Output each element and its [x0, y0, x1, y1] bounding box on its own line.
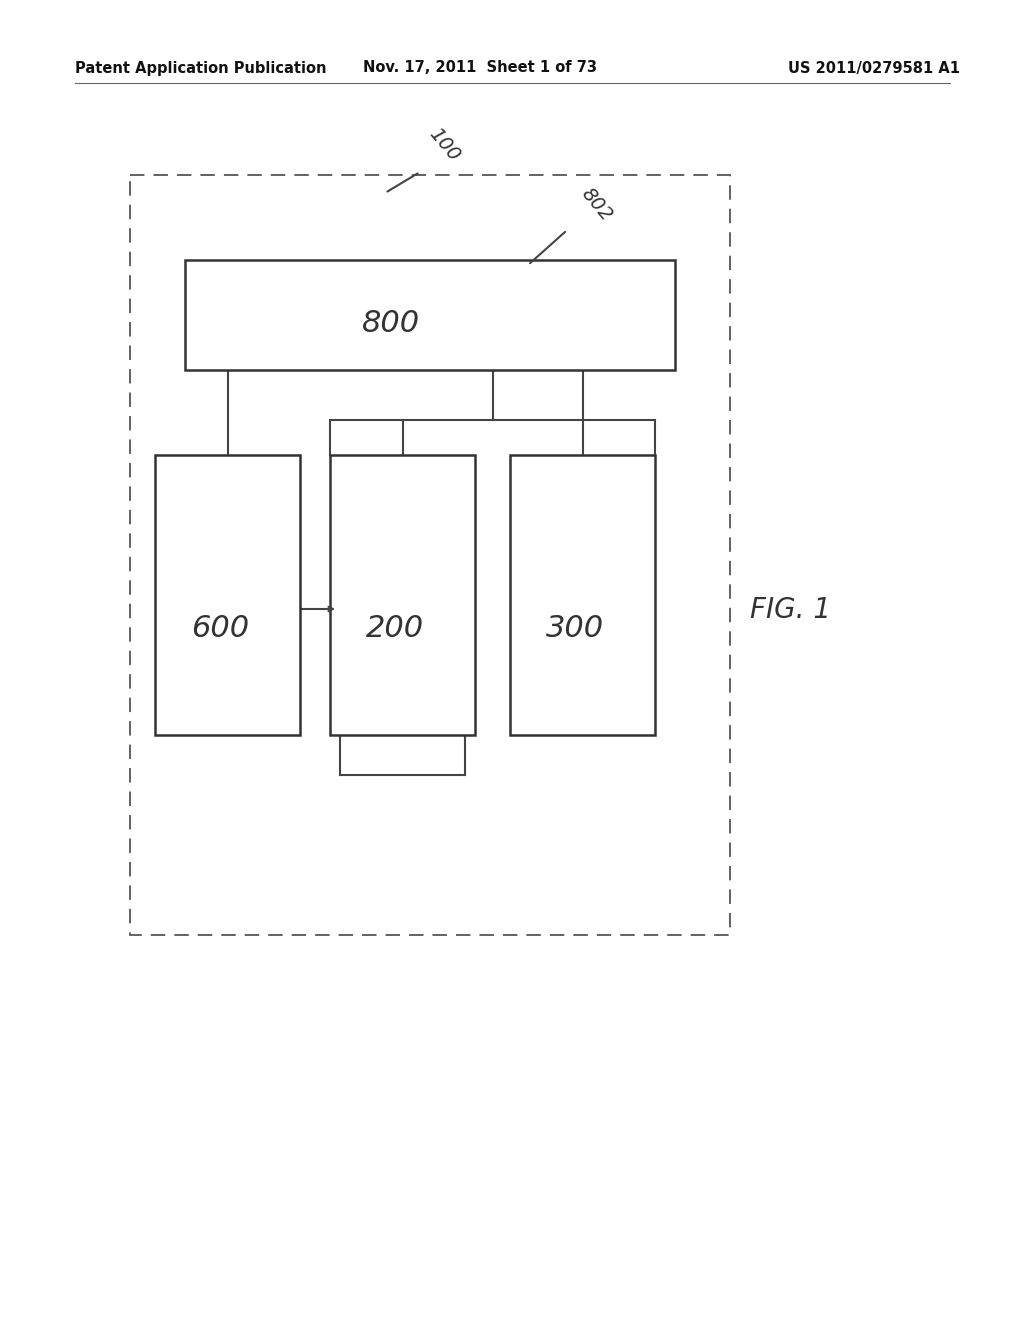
Bar	[330, 455, 475, 735]
Text: US 2011/0279581 A1: US 2011/0279581 A1	[788, 61, 961, 75]
Text: 100: 100	[425, 124, 464, 165]
Bar	[510, 455, 655, 735]
Text: 300: 300	[546, 614, 604, 643]
Bar	[155, 455, 300, 735]
Text: 800: 800	[361, 309, 420, 338]
Text: Nov. 17, 2011  Sheet 1 of 73: Nov. 17, 2011 Sheet 1 of 73	[362, 61, 597, 75]
Text: 802: 802	[577, 185, 615, 224]
Text: Patent Application Publication: Patent Application Publication	[75, 61, 327, 75]
Text: 200: 200	[367, 614, 424, 643]
Text: FIG. 1: FIG. 1	[750, 597, 830, 624]
Bar	[185, 260, 675, 370]
Bar	[130, 176, 730, 935]
Text: 600: 600	[191, 614, 249, 643]
